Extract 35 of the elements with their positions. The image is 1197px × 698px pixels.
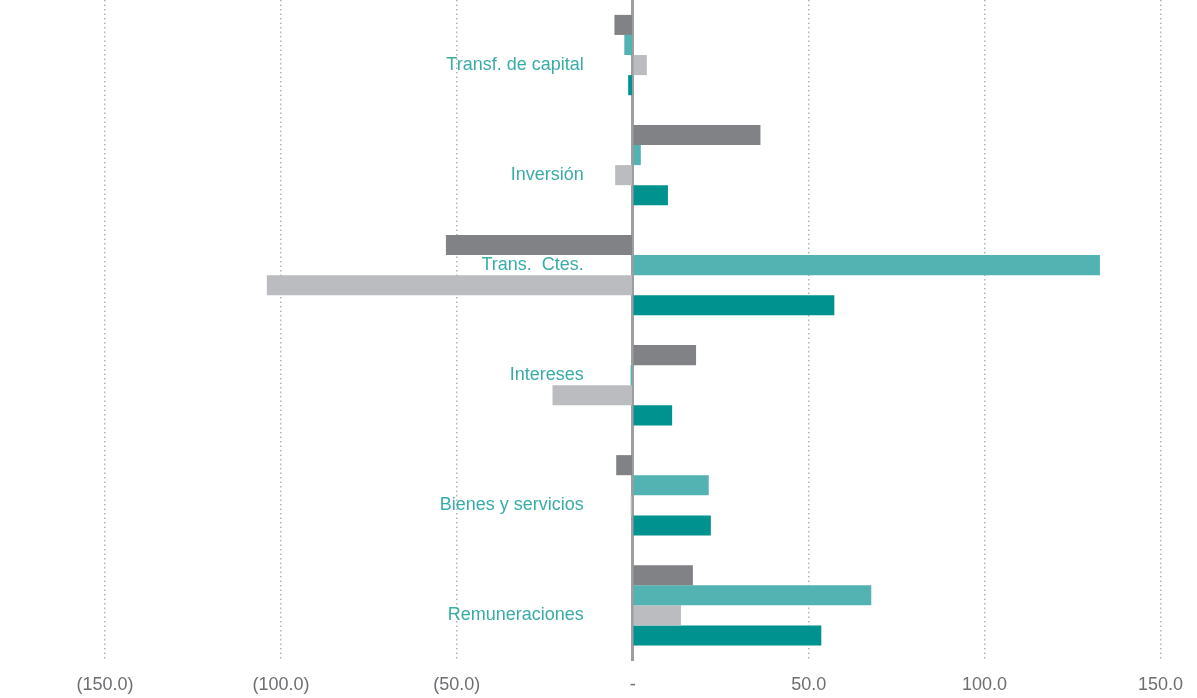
bar	[633, 255, 1100, 276]
y-tick-label: Remuneraciones	[447, 604, 584, 625]
x-tick-label: -	[629, 674, 636, 695]
y-tick-label: Inversión	[510, 164, 584, 185]
bar	[633, 55, 647, 76]
x-tick-label: 100.0	[962, 674, 1008, 695]
bar	[266, 275, 632, 296]
bar	[633, 625, 822, 646]
x-tick-label: 50.0	[791, 674, 827, 695]
bar	[616, 455, 632, 476]
bar	[445, 234, 632, 256]
bar	[633, 345, 697, 366]
y-tick-label: Intereses	[509, 364, 584, 385]
bar	[552, 385, 632, 406]
bar	[633, 565, 693, 586]
bar	[633, 585, 872, 606]
y-tick-label: Bienes y servicios	[439, 494, 584, 515]
x-tick-label: (150.0)	[76, 674, 134, 695]
bar	[633, 145, 641, 166]
bar	[633, 295, 835, 316]
bar	[633, 515, 711, 536]
y-tick-label: Trans. Ctes.	[481, 254, 584, 275]
bar	[615, 165, 632, 186]
x-tick-label: 150.0	[1137, 674, 1183, 695]
bar	[633, 405, 673, 426]
bar	[633, 475, 709, 496]
x-tick-label: (100.0)	[252, 674, 310, 695]
bar	[633, 124, 761, 146]
bar	[628, 75, 632, 96]
y-tick-label: Transf. de capital	[446, 54, 584, 75]
bar	[624, 34, 632, 56]
bar	[633, 185, 668, 206]
bar	[633, 605, 681, 626]
x-tick-label: (50.0)	[433, 674, 481, 695]
bar	[614, 14, 632, 35]
